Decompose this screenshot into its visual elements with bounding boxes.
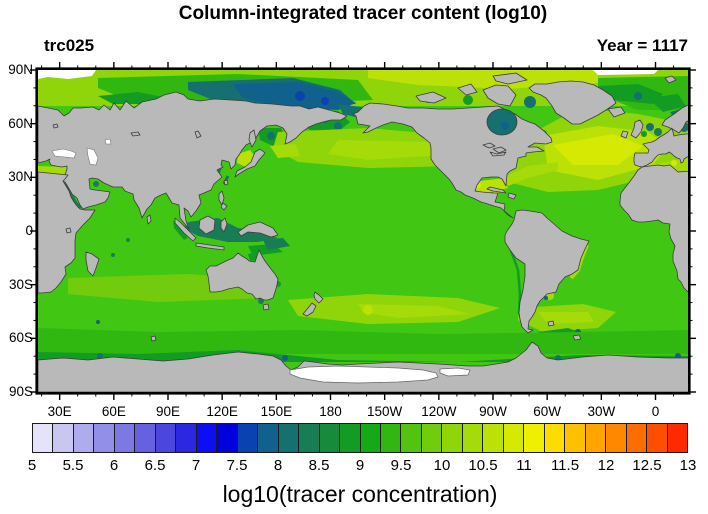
hudson-bay-deep [501,122,509,130]
lat-axis-label: 0 [25,223,33,238]
run-id-label: trc025 [44,36,95,55]
year-label: Year = 1117 [596,36,688,55]
colorbar-cell [113,423,136,453]
world-map [38,70,688,392]
lon-axis-label: 30W [587,404,616,419]
lon-axis-label: 120E [206,404,238,419]
colorbar-cell [379,423,402,453]
colorbar-tick-labels: 5 5.5 6 6.5 7 7.5 8 8.5 9 9.5 10 10.5 11 11.5 12 12.5 13 [0,457,708,475]
colorbar-cell [93,423,115,453]
colorbar-tick-label: 9.5 [390,457,412,474]
colorbar-cell [257,423,279,453]
colorbar-cell [72,423,95,453]
colorbar-cell [646,423,668,453]
colorbar-cell [441,423,463,453]
colorbar-cell [236,423,259,453]
colorbar-cell [154,423,177,453]
colorbar-cell [482,423,504,453]
lon-axis-label: 120W [421,404,457,419]
colorbar-cell [216,423,238,453]
island-taiwan [223,179,229,186]
lon-axis-label: 0 [651,404,660,419]
colorbar-cell [298,423,320,453]
lake-victoria [65,227,72,234]
ice-shelf-small-missing [439,367,471,377]
colorbar-tick-label: 11.5 [550,457,580,474]
colorbar-tick-label: 7.5 [226,457,248,474]
colorbar-cell [543,423,566,453]
lat-axis-label: 60S [8,330,33,346]
lat-axis-label: 30N [8,169,33,185]
lat-axis-label: 60N [8,115,33,131]
colorbar-tick-label: 5 [27,457,37,474]
colorbar-cell [584,423,607,453]
island-kerguelen [150,335,157,342]
lat-axis-label: 90N [8,62,33,77]
colorbar-tick-label: 7 [191,457,201,474]
colorbar-tick-label: 12.5 [632,457,662,474]
colorbar-tick-label: 6.5 [144,457,166,474]
colorbar-cell [502,423,525,453]
colorbar-tick-label: 10 [433,457,451,474]
lon-axis-label: 60W [533,404,562,419]
colorbar [32,423,688,453]
colorbar-cell [32,423,54,453]
lon-axis-label: 150E [260,404,293,419]
colorbar-tick-label: 6 [109,457,119,474]
colorbar-cell [400,423,422,453]
lon-axis-label: 30E [47,404,72,419]
colorbar-cell [564,423,586,453]
colorbar-cell [420,423,443,453]
lake-balkhash [130,131,141,137]
lon-axis-label: 90E [155,404,181,419]
colorbar-tick-label: 9 [355,457,365,474]
colorbar-cell [195,423,218,453]
lon-axis-label: 150W [367,404,403,419]
colorbar-cell [666,423,688,453]
colorbar-cell [277,423,300,453]
colorbar-tick-label: 5.5 [62,457,84,474]
colorbar-cell [52,423,74,453]
figure-title: Column-integrated tracer content (log10) [178,3,548,24]
hudson-bay [486,108,518,136]
colorbar-title: log10(tracer concentration) [222,481,498,507]
colorbar-tick-label: 8.5 [308,457,330,474]
lake-ladoga [52,123,59,129]
colorbar-cell [625,423,648,453]
colorbar-cell [461,423,484,453]
lat-axis-label: 30S [8,276,33,292]
lon-axis-label: 60E [101,404,126,419]
colorbar-cell [359,423,381,453]
colorbar-cell [605,423,627,453]
island-south-georgia [572,334,582,341]
aral-sea-missing [104,138,112,145]
colorbar-cell [318,423,341,453]
colorbar-cell [523,423,545,453]
colorbar-cell [175,423,197,453]
colorbar-cell [134,423,156,453]
colorbar-tick-label: 12 [597,457,615,474]
lon-axis-label: 90W [479,404,507,419]
island-falklands [547,320,555,327]
colorbar-tick-label: 10.5 [468,457,498,474]
world-map-panel [38,70,688,392]
lon-axis-label: 180 [319,404,342,419]
colorbar-tick-label: 8 [273,457,283,474]
island-tasmania [262,303,270,311]
colorbar-tick-label: 13 [679,457,697,474]
lat-axis-label: 90S [8,384,33,399]
colorbar-cell [339,423,361,453]
colorbar-tick-label: 11 [516,457,532,474]
